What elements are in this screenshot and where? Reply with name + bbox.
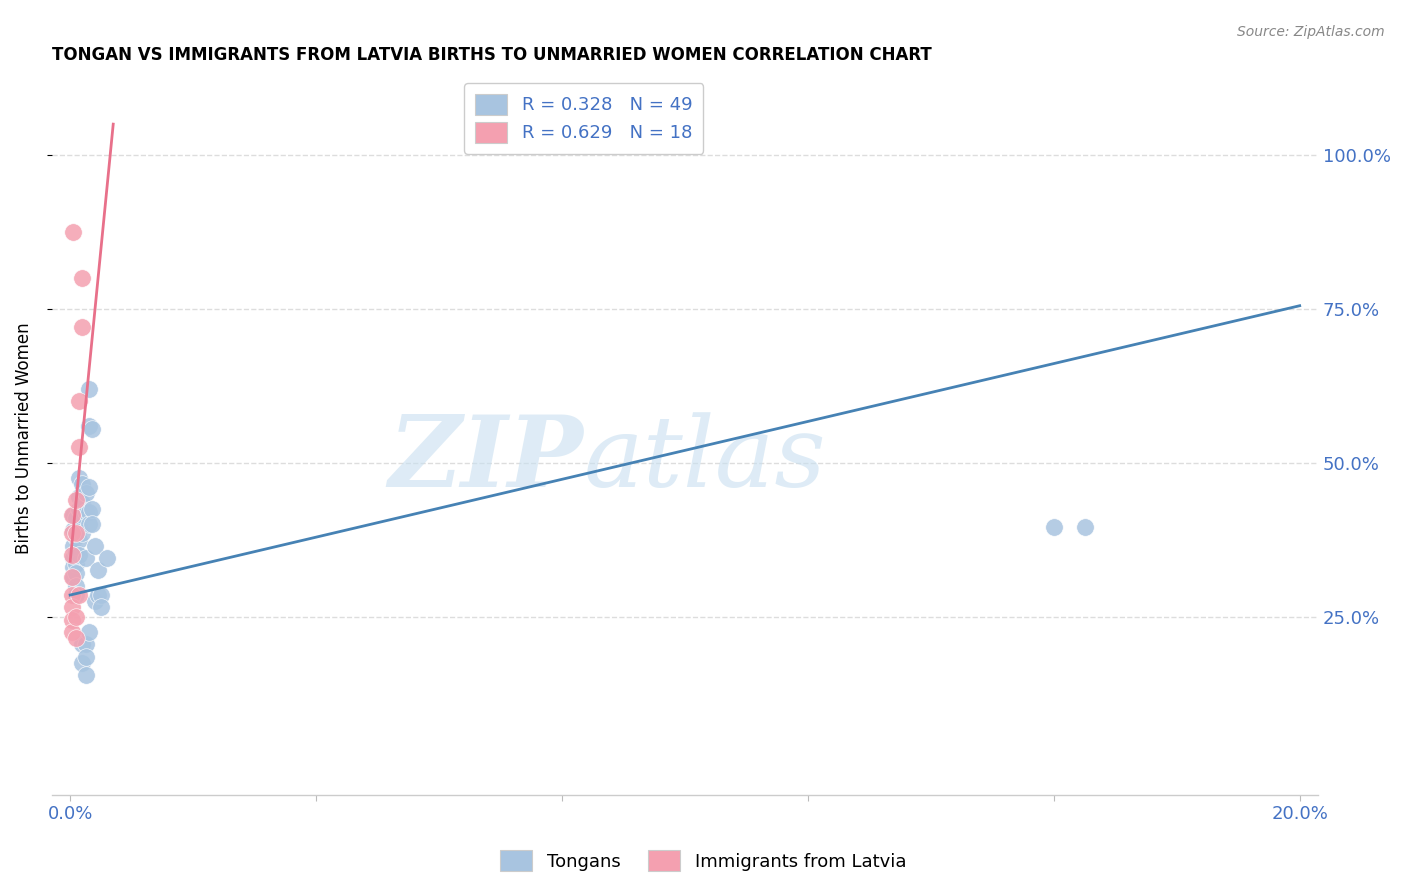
Text: Source: ZipAtlas.com: Source: ZipAtlas.com xyxy=(1237,25,1385,39)
Point xyxy=(67,520,90,534)
Point xyxy=(65,530,87,544)
Point xyxy=(90,588,112,602)
Legend: Tongans, Immigrants from Latvia: Tongans, Immigrants from Latvia xyxy=(492,843,914,879)
Point xyxy=(60,569,83,583)
Point xyxy=(60,624,83,639)
Point xyxy=(77,517,100,532)
Y-axis label: Births to Unmarried Women: Births to Unmarried Women xyxy=(15,322,32,554)
Point xyxy=(65,511,87,525)
Point xyxy=(65,492,87,507)
Text: TONGAN VS IMMIGRANTS FROM LATVIA BIRTHS TO UNMARRIED WOMEN CORRELATION CHART: TONGAN VS IMMIGRANTS FROM LATVIA BIRTHS … xyxy=(52,46,932,64)
Point xyxy=(65,588,87,602)
Point xyxy=(80,422,103,436)
Point xyxy=(77,382,100,396)
Point xyxy=(62,569,84,583)
Text: atlas: atlas xyxy=(583,412,827,508)
Point xyxy=(75,668,97,682)
Point xyxy=(67,394,90,409)
Point xyxy=(67,588,90,602)
Point xyxy=(80,517,103,532)
Point xyxy=(65,526,87,541)
Point xyxy=(72,320,94,334)
Point xyxy=(67,501,90,516)
Point xyxy=(65,631,87,645)
Point xyxy=(67,440,90,454)
Point xyxy=(75,505,97,519)
Point xyxy=(72,477,94,491)
Point xyxy=(62,551,84,566)
Point xyxy=(77,480,100,494)
Point xyxy=(72,496,94,510)
Point xyxy=(80,501,103,516)
Point xyxy=(75,486,97,500)
Point xyxy=(67,490,90,504)
Point xyxy=(62,539,84,553)
Point xyxy=(60,613,83,627)
Point xyxy=(72,656,94,670)
Point xyxy=(67,533,90,547)
Point xyxy=(60,588,83,602)
Point xyxy=(75,649,97,664)
Point xyxy=(75,637,97,651)
Point xyxy=(72,637,94,651)
Point xyxy=(72,271,94,285)
Point xyxy=(77,624,100,639)
Point xyxy=(96,551,118,566)
Point xyxy=(87,588,110,602)
Point xyxy=(62,524,84,538)
Point xyxy=(65,545,87,559)
Point xyxy=(60,600,83,615)
Point xyxy=(77,505,100,519)
Point xyxy=(65,609,87,624)
Point xyxy=(87,563,110,577)
Point xyxy=(65,558,87,572)
Point xyxy=(75,551,97,566)
Point xyxy=(1073,520,1095,534)
Point xyxy=(72,508,94,522)
Point xyxy=(67,471,90,485)
Point xyxy=(62,225,84,239)
Point xyxy=(90,600,112,615)
Point xyxy=(62,560,84,574)
Point xyxy=(62,508,84,522)
Point xyxy=(65,579,87,593)
Legend: R = 0.328   N = 49, R = 0.629   N = 18: R = 0.328 N = 49, R = 0.629 N = 18 xyxy=(464,83,703,153)
Point xyxy=(72,526,94,541)
Point xyxy=(83,539,105,553)
Point xyxy=(60,548,83,562)
Point xyxy=(1042,520,1064,534)
Point xyxy=(67,548,90,562)
Point xyxy=(65,566,87,581)
Text: ZIP: ZIP xyxy=(388,411,583,508)
Point xyxy=(60,508,83,522)
Point xyxy=(60,526,83,541)
Point xyxy=(83,594,105,608)
Point xyxy=(77,418,100,433)
